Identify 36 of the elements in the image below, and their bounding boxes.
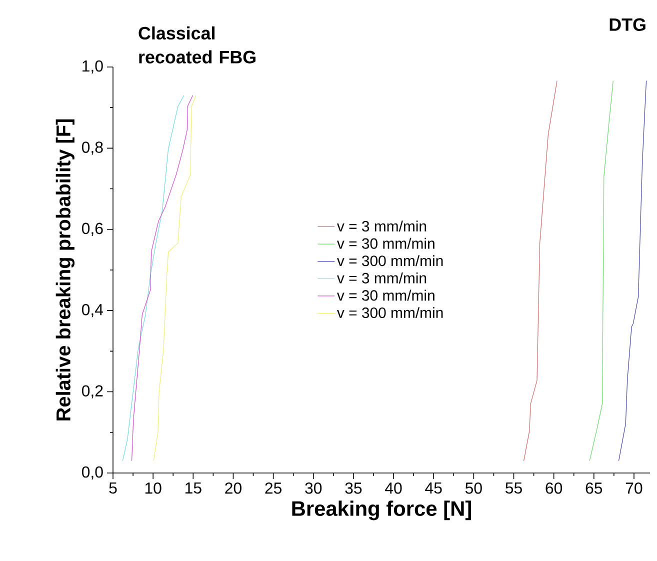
x-tick-label: 30 bbox=[305, 482, 322, 494]
y-tick-label: 0,0 bbox=[82, 466, 103, 480]
y-axis-title: Relative breaking probability [F] bbox=[56, 119, 75, 420]
x-tick-label: 10 bbox=[145, 482, 162, 494]
legend-label: v = 300 mm/min bbox=[336, 255, 443, 266]
x-tick-label: 15 bbox=[186, 482, 202, 494]
y-tick-label: 0,6 bbox=[82, 222, 103, 236]
y-tick-label: 0,4 bbox=[82, 304, 104, 318]
line-series bbox=[618, 80, 647, 462]
x-tick-label: 55 bbox=[506, 482, 522, 494]
y-tick-label: 1,0 bbox=[82, 60, 103, 74]
x-tick-label: 5 bbox=[109, 482, 117, 494]
x-tick-label: 40 bbox=[385, 482, 402, 494]
x-tick-label: 35 bbox=[345, 482, 362, 494]
x-tick-label: 25 bbox=[265, 482, 282, 494]
legend-label: v = 30 mm/min bbox=[336, 238, 434, 249]
legend-label: v = 300 mm/min bbox=[336, 307, 443, 318]
x-tick-label: 50 bbox=[465, 482, 482, 494]
line-series bbox=[523, 80, 558, 462]
x-tick-label: 70 bbox=[626, 482, 642, 494]
x-axis-title: Breaking force [N] bbox=[292, 500, 471, 520]
text: DTG bbox=[610, 18, 646, 31]
legend-label: v = 30 mm/min bbox=[336, 290, 434, 301]
y-tick-label: 0,8 bbox=[82, 142, 103, 155]
x-tick-label: 60 bbox=[546, 482, 562, 494]
line-series bbox=[589, 80, 614, 462]
x-tick-label: 20 bbox=[225, 482, 242, 494]
line-series bbox=[153, 95, 196, 462]
line-series bbox=[122, 95, 184, 462]
text: Classical recoated FBG bbox=[138, 26, 256, 64]
x-tick-label: 65 bbox=[586, 482, 602, 494]
legend-label: v = 3 mm/min bbox=[336, 220, 426, 232]
x-tick-label: 45 bbox=[425, 482, 442, 494]
line-series bbox=[131, 95, 194, 462]
y-tick-label: 0,2 bbox=[82, 385, 103, 398]
legend-label: v = 3 mm/min bbox=[336, 272, 426, 284]
